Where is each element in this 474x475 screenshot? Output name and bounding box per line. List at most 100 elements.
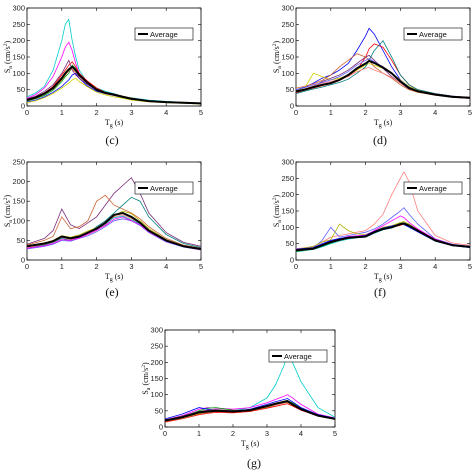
x-tick-label: 4 bbox=[433, 262, 437, 271]
record-series-line bbox=[165, 394, 335, 421]
x-tick-label: 0 bbox=[294, 108, 298, 117]
series-group bbox=[27, 177, 201, 251]
record-series-line bbox=[27, 196, 201, 249]
x-tick-label: 0 bbox=[25, 108, 29, 117]
x-axis-label: Tg (s) bbox=[374, 118, 393, 129]
y-tick-label: 100 bbox=[12, 216, 25, 225]
x-tick-label: 4 bbox=[299, 429, 303, 438]
x-axis-label: Tg (s) bbox=[374, 272, 393, 283]
x-tick-label: 0 bbox=[25, 262, 29, 271]
x-tick-label: 2 bbox=[364, 108, 368, 117]
legend: Average bbox=[403, 27, 463, 41]
series-group bbox=[165, 353, 335, 423]
plot-frame bbox=[295, 7, 471, 107]
y-tick-label: 250 bbox=[281, 174, 294, 183]
y-tick-label: 200 bbox=[12, 36, 25, 45]
legend-average-label: Average bbox=[419, 30, 447, 39]
y-tick-label: 0 bbox=[21, 102, 25, 111]
x-tick-label: 5 bbox=[333, 429, 337, 438]
average-series-line bbox=[27, 211, 201, 250]
y-tick-label: 50 bbox=[17, 85, 25, 94]
x-tick-label: 1 bbox=[60, 108, 64, 117]
record-series-line bbox=[296, 170, 470, 249]
x-tick-label: 4 bbox=[164, 262, 168, 271]
x-tick-label: 1 bbox=[329, 262, 333, 271]
panel-caption: (f) bbox=[374, 285, 386, 299]
legend-box bbox=[134, 27, 194, 41]
y-tick-label: 50 bbox=[17, 236, 25, 245]
x-tick-label: 1 bbox=[197, 429, 201, 438]
y-axis-label: Sa (cm/s2) bbox=[141, 362, 152, 395]
average-series-line bbox=[296, 222, 470, 252]
y-tick-label: 200 bbox=[150, 358, 163, 367]
x-tick-label: 1 bbox=[329, 108, 333, 117]
y-tick-label: 250 bbox=[12, 158, 25, 167]
y-axis-label: Sa (cm/s2) bbox=[3, 41, 14, 74]
legend: Average bbox=[134, 181, 194, 195]
y-tick-label: 100 bbox=[150, 390, 163, 399]
legend-box bbox=[403, 181, 463, 195]
legend-average-label: Average bbox=[150, 30, 178, 39]
y-axis-label: Sa (cm/s2) bbox=[272, 195, 283, 228]
y-tick-label: 150 bbox=[12, 197, 25, 206]
series-group bbox=[296, 27, 470, 99]
x-axis-label: Tg (s) bbox=[241, 439, 260, 450]
x-tick-label: 3 bbox=[129, 262, 133, 271]
y-tick-label: 300 bbox=[281, 158, 294, 167]
y-tick-label: 0 bbox=[290, 102, 294, 111]
plot-frame bbox=[26, 7, 202, 107]
x-tick-label: 3 bbox=[398, 262, 402, 271]
average-series-line bbox=[27, 65, 201, 105]
x-tick-label: 3 bbox=[398, 108, 402, 117]
y-tick-label: 300 bbox=[150, 326, 163, 335]
x-tick-label: 5 bbox=[468, 262, 472, 271]
x-tick-label: 2 bbox=[231, 429, 235, 438]
y-tick-label: 250 bbox=[281, 20, 294, 29]
y-tick-label: 300 bbox=[12, 4, 25, 13]
x-tick-label: 0 bbox=[294, 262, 298, 271]
x-tick-label: 0 bbox=[163, 429, 167, 438]
legend: Average bbox=[134, 27, 194, 41]
record-series-line bbox=[296, 207, 470, 252]
legend: Average bbox=[403, 181, 463, 195]
y-tick-label: 0 bbox=[159, 423, 163, 432]
y-tick-label: 50 bbox=[286, 239, 294, 248]
y-tick-label: 250 bbox=[150, 342, 163, 351]
record-series-line bbox=[165, 398, 335, 420]
average-series-line bbox=[296, 59, 470, 99]
y-tick-label: 150 bbox=[150, 374, 163, 383]
average-series-line bbox=[165, 400, 335, 422]
x-tick-label: 5 bbox=[199, 108, 203, 117]
y-tick-label: 200 bbox=[281, 190, 294, 199]
y-tick-label: 300 bbox=[281, 4, 294, 13]
panel-caption: (g) bbox=[247, 456, 261, 470]
panel-caption: (c) bbox=[105, 133, 118, 147]
panel-g: 0 50 100 150 200 250 300 0 1 2 3 4 5 Average Tg (s) Sa … bbox=[141, 326, 337, 471]
legend-average-label: Average bbox=[150, 184, 178, 193]
series-group bbox=[27, 18, 201, 105]
y-tick-label: 200 bbox=[12, 177, 25, 186]
record-series-line bbox=[27, 177, 201, 247]
panel-caption: (e) bbox=[105, 285, 118, 299]
record-series-line bbox=[27, 218, 201, 251]
x-tick-label: 2 bbox=[95, 108, 99, 117]
y-tick-label: 50 bbox=[286, 85, 294, 94]
legend-average-label: Average bbox=[419, 184, 447, 193]
y-axis-label: Sa (cm/s2) bbox=[272, 41, 283, 74]
y-tick-label: 100 bbox=[281, 223, 294, 232]
x-tick-label: 3 bbox=[265, 429, 269, 438]
y-tick-label: 0 bbox=[21, 256, 25, 265]
record-series-line bbox=[27, 194, 201, 249]
legend-average-label: Average bbox=[284, 352, 312, 361]
x-tick-label: 1 bbox=[60, 262, 64, 271]
x-tick-label: 5 bbox=[199, 262, 203, 271]
y-tick-label: 150 bbox=[281, 207, 294, 216]
y-tick-label: 0 bbox=[290, 256, 294, 265]
series-group bbox=[296, 170, 470, 253]
x-axis-label: Tg (s) bbox=[105, 272, 124, 283]
x-tick-label: 3 bbox=[129, 108, 133, 117]
y-tick-label: 100 bbox=[12, 69, 25, 78]
panel-caption: (d) bbox=[373, 133, 387, 147]
panel-f: 0 50 100 150 200 250 300 0 1 2 3 4 5 Average Tg (s) Sa … bbox=[272, 158, 472, 300]
